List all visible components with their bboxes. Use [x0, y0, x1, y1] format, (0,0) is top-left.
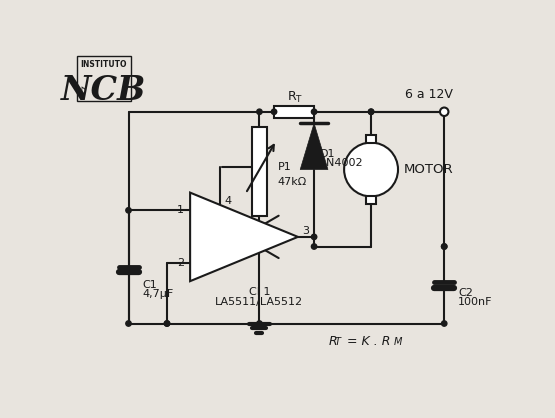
Circle shape	[442, 244, 447, 249]
Polygon shape	[190, 193, 298, 281]
Text: C1: C1	[143, 280, 157, 290]
Text: 2: 2	[177, 258, 184, 268]
Bar	[252, 127, 267, 216]
Text: 1N4002: 1N4002	[320, 158, 364, 168]
Circle shape	[164, 321, 170, 326]
Text: 3: 3	[302, 226, 309, 236]
Text: R: R	[329, 335, 337, 348]
Polygon shape	[300, 123, 328, 170]
Text: INSTITUTO: INSTITUTO	[80, 59, 127, 69]
Text: C2: C2	[458, 288, 473, 298]
Circle shape	[126, 208, 131, 213]
Text: 100nF: 100nF	[458, 297, 493, 307]
Text: P1: P1	[278, 162, 291, 172]
Circle shape	[271, 109, 277, 115]
Circle shape	[369, 109, 374, 115]
Circle shape	[369, 109, 374, 115]
Text: NCB: NCB	[60, 74, 146, 107]
Circle shape	[311, 109, 317, 115]
Circle shape	[440, 107, 448, 116]
Circle shape	[344, 143, 398, 196]
Bar	[274, 106, 314, 118]
Text: T: T	[295, 95, 301, 104]
Circle shape	[442, 321, 447, 326]
Text: MOTOR: MOTOR	[404, 163, 454, 176]
Circle shape	[442, 244, 447, 249]
Text: D1: D1	[320, 149, 336, 159]
Circle shape	[164, 321, 170, 326]
Text: ♪: ♪	[78, 86, 87, 99]
Text: 1: 1	[177, 205, 184, 215]
Text: 4,7μF: 4,7μF	[143, 289, 174, 299]
Text: R: R	[287, 89, 296, 102]
Text: 6 a 12V: 6 a 12V	[405, 88, 453, 101]
Text: T: T	[335, 336, 341, 347]
Text: M: M	[394, 336, 402, 347]
Bar	[366, 135, 376, 143]
Circle shape	[257, 109, 262, 115]
Text: 47kΩ: 47kΩ	[278, 177, 307, 187]
Text: CI 1: CI 1	[249, 287, 270, 297]
Circle shape	[126, 321, 131, 326]
Circle shape	[311, 234, 317, 240]
Text: = K . R: = K . R	[342, 335, 390, 348]
Bar	[77, 56, 131, 101]
Text: LA5511/LA5512: LA5511/LA5512	[215, 296, 304, 306]
Circle shape	[257, 321, 262, 326]
Bar	[366, 196, 376, 204]
Circle shape	[311, 244, 317, 249]
Text: 4: 4	[224, 196, 231, 206]
